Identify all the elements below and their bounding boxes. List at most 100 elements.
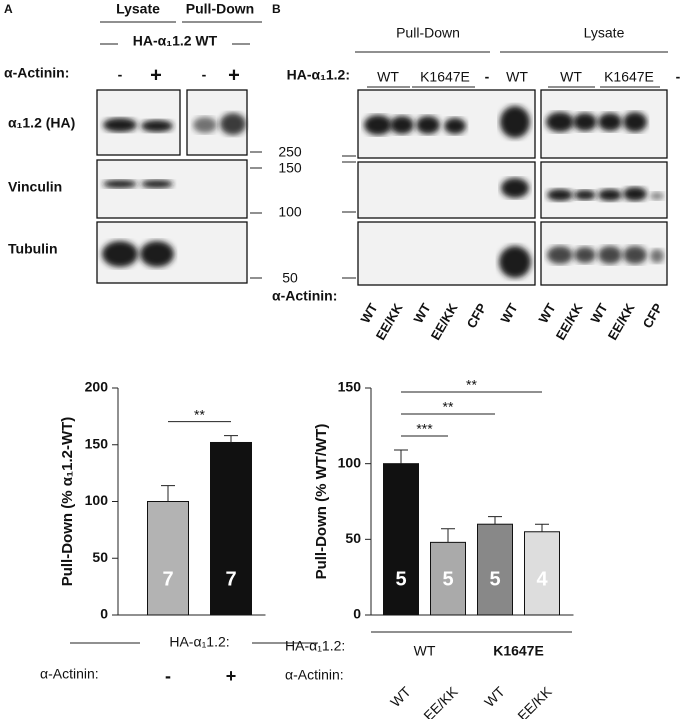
band (141, 120, 173, 132)
x-tick-label: WT (481, 683, 508, 710)
bar (147, 501, 189, 616)
y-tick-label: 100 (338, 454, 362, 470)
group-label: WT (414, 643, 436, 659)
band (193, 117, 217, 133)
n-label: 7 (225, 568, 236, 590)
error-bar (394, 449, 408, 464)
band (499, 246, 531, 278)
y-axis-label: Pull-Down (% α₁1.2-WT) (59, 417, 76, 587)
panel-letter: B (272, 2, 281, 16)
lane-label: - (202, 67, 207, 83)
lane-label: EE/KK (428, 300, 461, 342)
lane-label: - (676, 69, 681, 85)
group-row-label: HA-α₁1.2: (285, 638, 345, 654)
band (598, 113, 622, 131)
row-label: Tubulin (8, 241, 58, 257)
band (390, 116, 414, 134)
n-label: 7 (162, 568, 173, 590)
band (650, 192, 664, 200)
bar (383, 463, 419, 616)
error-bar (161, 485, 175, 502)
error-bar (441, 528, 455, 543)
band (364, 115, 392, 135)
lane-label: - (485, 69, 490, 85)
lane-label: EE/KK (605, 300, 638, 342)
pulldown-label: Pull-Down (396, 25, 460, 41)
band (623, 112, 647, 132)
significance-label: ** (194, 406, 205, 422)
band (103, 118, 137, 132)
y-tick-label: 0 (353, 606, 361, 622)
category-row-label: α-Actinin: (40, 666, 99, 682)
lane-label: WT (410, 301, 433, 326)
error-bar (224, 435, 238, 443)
bar (524, 531, 560, 616)
construct-label: HA-α₁1.2: (287, 67, 350, 83)
band (574, 247, 596, 263)
band (103, 180, 137, 188)
lane-label: CFP (464, 300, 490, 330)
lane-label: CFP (640, 300, 666, 330)
band (650, 249, 664, 263)
band (501, 178, 529, 198)
band (416, 116, 440, 134)
lysate-label: Lysate (584, 25, 625, 41)
y-tick-label: 50 (92, 549, 108, 565)
row-label: α₁1.2 (HA) (8, 115, 75, 131)
construct-label: HA-α₁1.2 WT (133, 33, 218, 49)
bar (210, 441, 252, 616)
lane-label: K1647E (420, 69, 470, 85)
lane-label: WT (587, 301, 610, 326)
n-label: 5 (442, 568, 453, 590)
significance-label: ** (466, 377, 477, 393)
band (623, 246, 647, 264)
band (623, 187, 647, 201)
band (547, 189, 573, 201)
lane-label: WT (506, 69, 528, 85)
significance-label: ** (443, 399, 454, 415)
x-tick-label: WT (387, 683, 414, 710)
band (574, 190, 596, 200)
lane-label: - (118, 67, 123, 83)
panel-a: A Lysate Pull-Down HA-α₁1.2 WT α-Actinin… (4, 1, 262, 284)
marker-label: 50 (282, 270, 298, 286)
band (547, 246, 573, 264)
x-tick-label: - (165, 666, 171, 686)
y-tick-label: 150 (85, 435, 109, 451)
y-axis-label: Pull-Down (% WT/WT) (313, 424, 330, 580)
group-label: K1647E (493, 643, 544, 659)
lane-label: WT (497, 301, 520, 326)
lysate-label: Lysate (116, 1, 160, 17)
lane-label: WT (560, 69, 582, 85)
n-label: 5 (395, 568, 406, 590)
band (444, 118, 466, 134)
marker-label: 250 (278, 144, 302, 160)
y-tick-label: 100 (85, 492, 109, 508)
marker-label: 150 (278, 160, 302, 176)
y-tick-label: 0 (100, 606, 108, 622)
lane-label: WT (377, 69, 399, 85)
band (546, 112, 574, 132)
band (598, 246, 622, 264)
band (141, 180, 173, 188)
category-row-label: α-Actinin: (285, 667, 344, 683)
x-tick-label: + (226, 666, 237, 686)
error-bar (535, 523, 549, 532)
row-label: Vinculin (8, 179, 62, 195)
x-tick-label: EE/KK (420, 683, 461, 719)
band (220, 113, 246, 135)
n-label: 4 (536, 568, 548, 590)
actinin-label: α-Actinin: (272, 288, 337, 304)
n-label: 5 (489, 568, 500, 590)
band (573, 113, 597, 131)
bar (477, 523, 513, 616)
band (102, 241, 138, 267)
band (598, 189, 622, 201)
lane-label: + (150, 64, 162, 86)
pulldown-label: Pull-Down (186, 1, 254, 17)
panel-b: B Pull-Down Lysate HA-α₁1.2: WT K1647E -… (272, 2, 681, 304)
significance-label: *** (416, 421, 433, 437)
